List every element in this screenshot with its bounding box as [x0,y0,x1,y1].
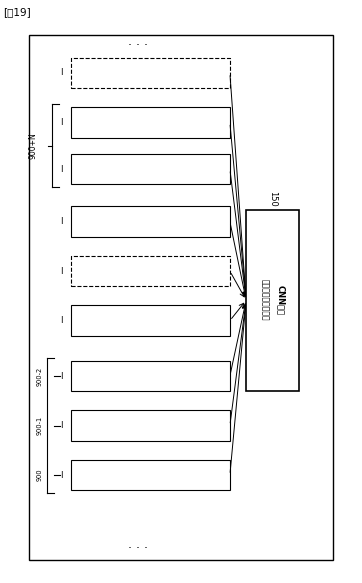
Text: I: I [60,118,63,127]
Text: 900+N: 900+N [28,132,37,159]
Text: 900-1: 900-1 [37,416,43,435]
Bar [71,58,230,88]
Bar [246,210,299,391]
Bar [71,206,230,237]
Text: I: I [60,421,63,430]
Text: I: I [60,470,63,480]
Bar [71,361,230,391]
Bar [71,410,230,441]
Bar [71,305,230,336]
Text: I: I [60,316,63,325]
Text: CNN基盤: CNN基盤 [276,285,285,315]
Text: インループフィルタ: インループフィルタ [260,279,269,321]
Text: 900-2: 900-2 [37,366,43,386]
Text: I: I [60,266,63,276]
Bar [71,460,230,490]
Bar [71,256,230,286]
Bar [71,154,230,184]
Text: I: I [60,68,63,78]
Text: . . .: . . . [127,538,148,551]
Bar [71,107,230,138]
Text: I: I [60,217,63,226]
Bar [29,35,333,560]
Text: I: I [60,371,63,381]
Text: 150: 150 [268,191,277,207]
Text: . . .: . . . [127,35,148,48]
Text: I: I [60,164,63,174]
Text: 900: 900 [37,469,43,482]
Text: [围19]: [围19] [4,7,31,17]
